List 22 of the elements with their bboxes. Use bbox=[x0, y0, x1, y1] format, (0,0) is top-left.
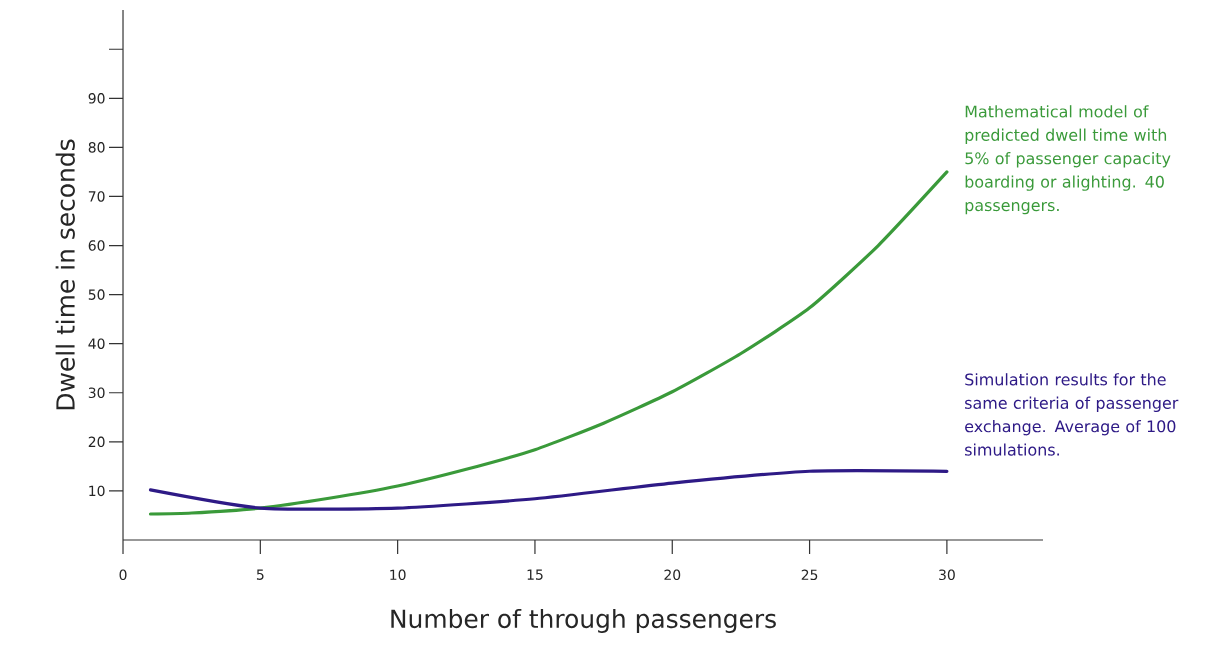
x-tick-label: 10 bbox=[390, 569, 406, 581]
y-tick-label: 50 bbox=[88, 289, 105, 300]
y-tick-label: 80 bbox=[88, 142, 105, 153]
y-tick-label: 20 bbox=[88, 436, 105, 448]
y-tick-label: 40 bbox=[88, 338, 105, 349]
annotation: Mathematical model of predicted dwell time with 5% of passenger capacity boarding or alighting. 40 passengers. bbox=[965, 105, 1171, 215]
y-tick-label: 60 bbox=[88, 240, 105, 251]
x-tick-label: 0 bbox=[119, 569, 127, 581]
x-axis-title: Number of through passengers bbox=[391, 608, 776, 634]
y-tick-label: 70 bbox=[88, 191, 105, 202]
x-tick-label: 5 bbox=[256, 569, 264, 580]
line-series bbox=[148, 170, 949, 516]
x-tick-label: 20 bbox=[664, 569, 681, 581]
y-axis-title: Dwell time in seconds bbox=[55, 139, 75, 410]
x-tick-label: 25 bbox=[801, 569, 818, 581]
line-series bbox=[148, 469, 949, 511]
annotation: Simulation results for the same criteria of passenger exchange. Average of 100 simulations. bbox=[965, 373, 1179, 456]
y-tick-label: 30 bbox=[88, 387, 105, 399]
x-tick-label: 30 bbox=[939, 569, 955, 581]
y-tick-label: 10 bbox=[89, 485, 105, 497]
y-tick-label: 90 bbox=[88, 93, 105, 104]
x-tick-label: 15 bbox=[527, 569, 543, 580]
